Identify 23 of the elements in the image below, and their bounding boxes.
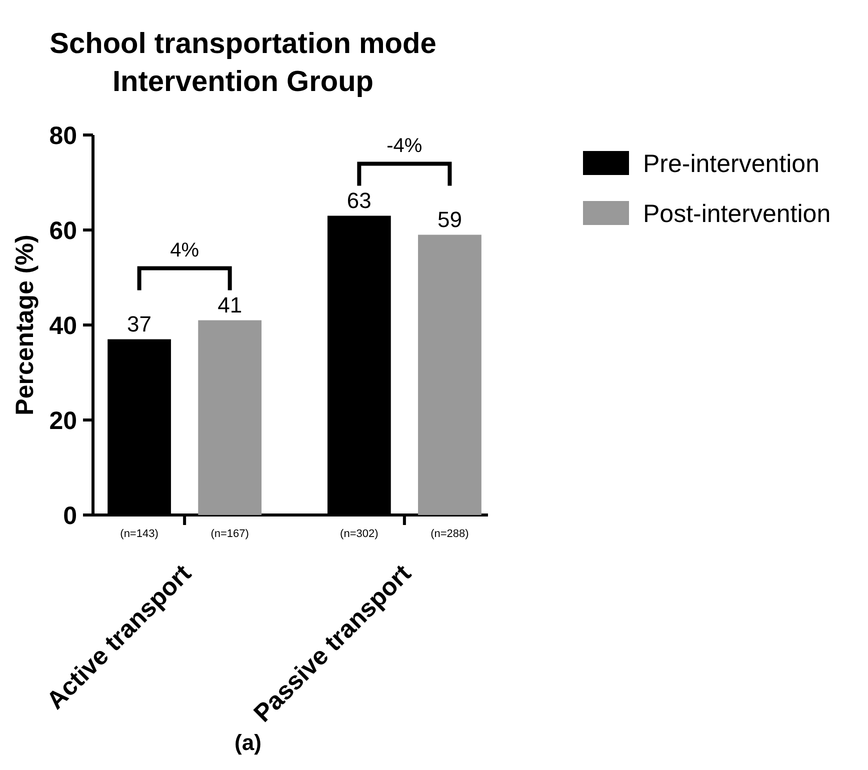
legend-label: Post-intervention — [643, 200, 831, 228]
y-tick-label: 20 — [49, 407, 77, 435]
y-tick-label: 40 — [49, 312, 77, 340]
y-tick-label: 0 — [63, 502, 77, 530]
y-tick-label: 60 — [49, 217, 77, 245]
data-label: 37 — [127, 311, 152, 336]
text: (n=302) — [340, 528, 378, 540]
data-label: 41 — [218, 292, 242, 318]
text: (n=167) — [210, 528, 249, 540]
text: (n=288) — [430, 528, 469, 540]
annotation: -4% — [386, 134, 422, 157]
data-label: 59 — [437, 206, 462, 232]
y-tick-label: 80 — [49, 122, 77, 150]
bar — [198, 320, 262, 515]
y-axis-title: Percentage (%) — [11, 234, 39, 416]
legend-label: Pre-intervention — [643, 150, 820, 178]
annotation: 4% — [170, 239, 200, 262]
chart-subtitle: Intervention Group — [112, 66, 374, 98]
data-label: 63 — [346, 188, 372, 213]
chart-title: School transportation mode — [50, 28, 436, 60]
bar — [418, 234, 482, 515]
text: (a) — [234, 730, 262, 755]
text: (n=143) — [120, 528, 158, 540]
